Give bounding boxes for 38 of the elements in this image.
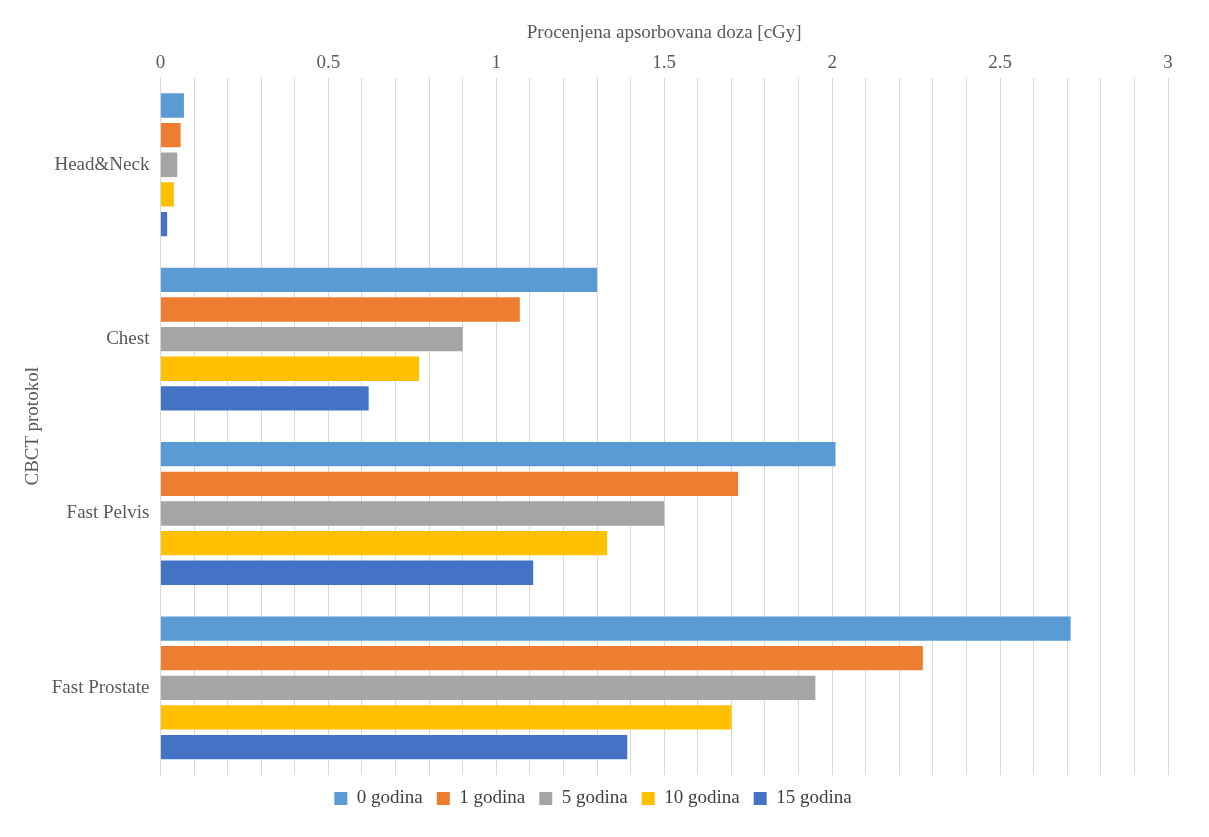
legend-label: 1 godina xyxy=(459,786,526,808)
x-tick-label: 2 xyxy=(827,51,837,73)
legend-label: 0 godina xyxy=(356,786,424,808)
x-axis-title: Procenjena apsorbovana doza [cGy] xyxy=(526,21,802,43)
bar xyxy=(160,705,732,730)
bar xyxy=(160,326,463,352)
bar xyxy=(160,471,739,496)
y-tick-label: Chest xyxy=(106,327,151,349)
bar xyxy=(160,122,181,148)
bar xyxy=(160,297,520,322)
x-tick-label: 2.5 xyxy=(988,51,1012,73)
bar xyxy=(160,501,665,526)
bar xyxy=(160,267,598,292)
bar xyxy=(160,530,608,556)
legend-label: 15 godina xyxy=(776,786,853,808)
x-tick-label: 1 xyxy=(491,51,502,73)
x-tick-label: 0 xyxy=(155,51,166,73)
bar xyxy=(160,646,923,671)
bar xyxy=(160,93,184,118)
bar xyxy=(160,560,534,585)
bar xyxy=(160,442,836,467)
bar xyxy=(160,356,420,381)
bar xyxy=(160,152,178,177)
x-tick-label: 1.5 xyxy=(652,51,677,73)
y-axis-title: CBCT protokol xyxy=(21,367,43,486)
bar xyxy=(160,182,174,207)
bar xyxy=(160,386,369,411)
bar xyxy=(160,734,628,760)
bar xyxy=(160,675,816,700)
legend-label: 10 godina xyxy=(664,786,741,808)
x-tick-label: 3 xyxy=(1163,51,1173,73)
y-tick-label: Fast Prostate xyxy=(51,675,150,697)
bar xyxy=(160,616,1071,641)
legend-label: 5 godina xyxy=(561,786,629,808)
x-tick-label: 0.5 xyxy=(316,51,341,73)
y-tick-label: Fast Pelvis xyxy=(66,501,150,523)
bar xyxy=(160,211,168,237)
y-tick-label: Head&Neck xyxy=(54,152,150,174)
